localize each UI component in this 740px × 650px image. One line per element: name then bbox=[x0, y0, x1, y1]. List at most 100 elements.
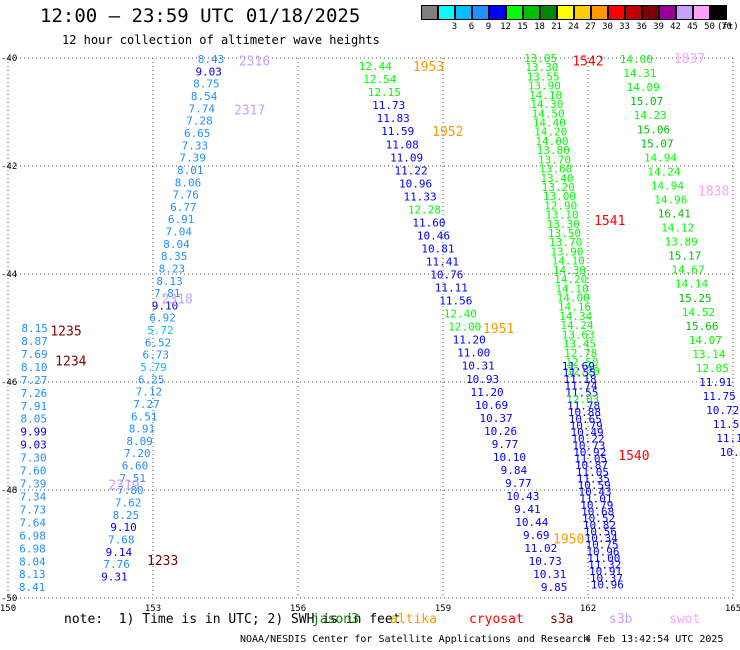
color-swatch-label: 24 bbox=[568, 22, 579, 32]
wave-height-label: 8.43 bbox=[198, 53, 225, 66]
wave-height-label: 11.69 bbox=[562, 360, 595, 373]
color-swatch-label: 27 bbox=[585, 22, 596, 32]
wave-height-label: 8.13 bbox=[156, 275, 183, 288]
wave-height-label: 10.75 bbox=[585, 539, 618, 552]
color-swatch-label: 33 bbox=[619, 22, 630, 32]
wave-height-label: 11.55 bbox=[563, 366, 596, 379]
wave-height-label: 6.92 bbox=[149, 312, 176, 325]
wave-height-label: 7.39 bbox=[20, 478, 47, 491]
wave-height-label: 14.10 bbox=[529, 89, 562, 102]
wave-height-label: 13.10 bbox=[545, 209, 578, 222]
wave-height-label: 12.00 bbox=[448, 321, 481, 334]
wave-height-label: 11.02 bbox=[524, 542, 557, 555]
wave-height-label: 13.00 bbox=[543, 190, 576, 203]
color-swatch-label: 21 bbox=[551, 22, 562, 32]
wave-height-label: 10.56 bbox=[584, 525, 617, 538]
wave-height-label: 14.20 bbox=[554, 273, 587, 286]
color-swatch-label: 12 bbox=[500, 22, 511, 32]
wave-height-label: 14.52 bbox=[682, 306, 715, 319]
wave-height-label: 14.10 bbox=[552, 255, 585, 268]
wave-height-label: 9.31 bbox=[101, 570, 128, 583]
color-swatch-label: 50 bbox=[704, 22, 715, 32]
wave-height-label: 6.98 bbox=[19, 529, 46, 542]
wave-height-label: 11.78 bbox=[567, 400, 600, 413]
wave-height-label: 16.41 bbox=[658, 208, 691, 221]
wave-height-label: 11.74 bbox=[564, 380, 597, 393]
wave-height-label: 11.09 bbox=[390, 151, 423, 164]
pass-time-label: 1953 bbox=[413, 60, 444, 75]
wave-height-label: 11.01 bbox=[579, 492, 612, 505]
wave-height-label: 10.49 bbox=[571, 426, 604, 439]
wave-height-label: 9.77 bbox=[492, 438, 519, 451]
wave-height-label: 7.04 bbox=[166, 226, 193, 239]
wave-height-label: 7.62 bbox=[115, 496, 142, 509]
x-tick-label: 150 bbox=[0, 604, 16, 614]
wave-height-label: 8.75 bbox=[193, 78, 220, 91]
wave-height-label: 10.82 bbox=[583, 519, 616, 532]
wave-height-label: 10.81 bbox=[421, 242, 454, 255]
wave-height-label: 13.45 bbox=[563, 338, 596, 351]
x-tick-label: 156 bbox=[290, 604, 306, 614]
wave-height-label: 5.72 bbox=[147, 324, 174, 337]
wave-height-label: 15.07 bbox=[630, 95, 663, 108]
wave-height-label: 7.51 bbox=[119, 472, 146, 485]
color-swatch-label: 6 bbox=[468, 22, 475, 32]
wave-height-label: 9.14 bbox=[106, 546, 133, 559]
wave-height-label: 12.78 bbox=[564, 347, 597, 360]
wave-height-label: 12.15 bbox=[368, 86, 401, 99]
pass-time-label: 2319 bbox=[108, 479, 139, 494]
wave-height-label: 12.03 bbox=[566, 393, 599, 406]
pass-time-label: 1542 bbox=[572, 55, 603, 70]
wave-height-label: 11.1 bbox=[716, 432, 740, 445]
wave-height-label: 6.73 bbox=[143, 349, 170, 362]
color-swatch bbox=[421, 5, 438, 20]
wave-height-label: 8.01 bbox=[177, 164, 204, 177]
color-swatch-label: 9 bbox=[485, 22, 492, 32]
wave-height-label: 10.44 bbox=[515, 516, 548, 529]
wave-height-label: 11.32 bbox=[588, 559, 621, 572]
color-swatch bbox=[506, 5, 523, 20]
pass-time-label: 1235 bbox=[50, 325, 81, 340]
wave-height-label: 13.90 bbox=[528, 80, 561, 93]
wave-height-label: 7.80 bbox=[117, 484, 144, 497]
wave-height-label: 14.94 bbox=[651, 179, 684, 192]
wave-height-label: 14.24 bbox=[647, 165, 680, 178]
pass-time-label: 1234 bbox=[55, 354, 86, 369]
wave-height-label: 10.31 bbox=[462, 360, 495, 373]
wave-height-label: 13.90 bbox=[550, 245, 583, 258]
color-swatch bbox=[523, 5, 540, 20]
wave-height-label: 8.25 bbox=[113, 509, 140, 522]
wave-height-label: 7.81 bbox=[154, 287, 181, 300]
color-swatch bbox=[455, 5, 472, 20]
wave-height-label: 8.54 bbox=[191, 90, 218, 103]
generation-timestamp: 4 Feb 13:42:54 UTC 2025 bbox=[585, 634, 724, 645]
wave-height-label: 7.39 bbox=[179, 152, 206, 165]
color-swatch-label: 45 bbox=[687, 22, 698, 32]
y-tick-label: -50 bbox=[1, 594, 17, 604]
wave-height-label: 14.40 bbox=[533, 116, 566, 129]
wave-height-label: 11.59 bbox=[381, 125, 414, 138]
wave-height-label: 15.06 bbox=[637, 123, 670, 136]
pass-time-label: 2317 bbox=[234, 103, 265, 118]
wave-height-label: 7.76 bbox=[172, 189, 199, 202]
wave-height-label: 13.14 bbox=[692, 348, 725, 361]
wave-height-label: 11.33 bbox=[403, 190, 436, 203]
wave-height-label: 8.09 bbox=[126, 435, 153, 448]
page-title: 12:00 — 23:59 UTC 01/18/2025 bbox=[40, 5, 361, 27]
color-swatch bbox=[557, 5, 574, 20]
wave-height-label: 9.41 bbox=[514, 503, 541, 516]
wave-height-label: 9.84 bbox=[501, 464, 528, 477]
color-swatch bbox=[574, 5, 591, 20]
wave-height-label: 8.04 bbox=[163, 238, 190, 251]
wave-height-label: 14.31 bbox=[623, 67, 656, 80]
wave-height-label: 7.26 bbox=[21, 387, 48, 400]
wave-height-label: 7.27 bbox=[21, 374, 48, 387]
wave-height-label: 11.83 bbox=[377, 112, 410, 125]
wave-height-label: 8.41 bbox=[19, 581, 46, 594]
wave-height-label: 12.20 bbox=[567, 365, 600, 378]
wave-height-label: 15.17 bbox=[668, 250, 701, 263]
color-swatch bbox=[472, 5, 489, 20]
pass-time-label: 1838 bbox=[698, 184, 729, 199]
color-swatch-label: 18 bbox=[534, 22, 545, 32]
